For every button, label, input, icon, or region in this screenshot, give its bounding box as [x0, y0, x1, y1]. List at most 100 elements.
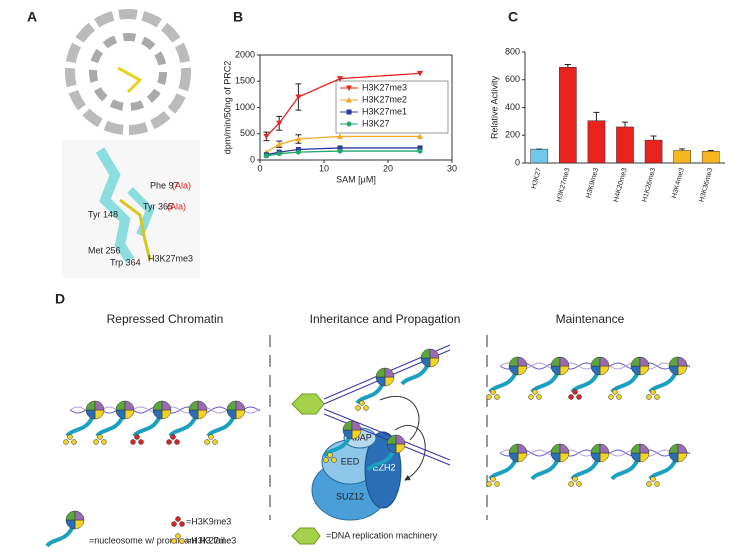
histone-mark — [568, 394, 574, 400]
marker — [295, 136, 302, 142]
nucleosome — [85, 409, 96, 420]
nucleosome — [590, 443, 601, 454]
nucleosome — [517, 365, 528, 376]
histone-mark — [63, 439, 69, 445]
y-tick-label: 200 — [505, 130, 520, 140]
residue-label: Tyr 365 — [143, 201, 173, 211]
bar — [673, 150, 691, 164]
x-tick-label: 30 — [447, 163, 457, 173]
density-map — [62, 140, 200, 278]
subunit-label: EZH2 — [372, 462, 395, 472]
nucleosome-tail — [95, 416, 124, 438]
nucleosome — [677, 452, 688, 463]
nucleosome — [74, 510, 85, 521]
nucleosome — [559, 365, 570, 376]
legend-text: =nucleosome w/ prominant H3 tail — [89, 535, 225, 545]
histone-mark — [536, 394, 542, 400]
marker — [337, 76, 343, 82]
nucleosome — [65, 519, 76, 530]
bar — [587, 120, 606, 164]
nucleosome — [85, 400, 96, 411]
y-tick-label: 500 — [240, 128, 255, 138]
histone-mark — [138, 439, 144, 445]
nucleosome — [197, 409, 208, 420]
nucleosome — [639, 365, 650, 376]
nucleosome — [550, 365, 561, 376]
replication-machinery — [291, 393, 325, 415]
histone-mark — [654, 394, 660, 400]
x-tick-label: H3K9me3 — [585, 167, 600, 199]
x-tick-label: H3K27 — [531, 167, 543, 190]
nucleosome-tail — [322, 436, 351, 458]
nucleosome — [395, 443, 406, 454]
histone-mark — [646, 394, 652, 400]
y-tick-label: 0 — [250, 154, 255, 164]
nucleosome-tail — [610, 459, 639, 481]
nucleosome — [188, 409, 199, 420]
histone-mark — [175, 533, 181, 539]
histone-mark — [130, 439, 136, 445]
nucleosome — [550, 452, 561, 463]
nucleosome — [226, 409, 237, 420]
y-tick-label: 400 — [505, 102, 520, 112]
histone-mark — [608, 394, 614, 400]
error-bar — [650, 135, 657, 141]
nucleosome-tail — [648, 372, 677, 394]
legend-label: H3K27 — [362, 118, 390, 128]
marker — [417, 148, 423, 154]
nucleosome — [124, 409, 135, 420]
x-tick-label: H4K20me3 — [613, 167, 629, 203]
histone-mark — [576, 394, 582, 400]
histone-mark — [67, 434, 73, 440]
marker — [276, 141, 283, 147]
nucleosome — [508, 356, 519, 367]
nucleosome — [429, 348, 440, 359]
error-bar — [707, 150, 714, 152]
nucleosome — [559, 452, 570, 463]
legend-text: =H3K27me3 — [186, 535, 236, 545]
histone-mark — [359, 400, 365, 406]
histone-mark — [528, 394, 534, 400]
nucleosome-tail — [45, 526, 74, 548]
y-tick-label: 600 — [505, 74, 520, 84]
residue-label: Trp 364 — [110, 257, 141, 267]
nucleosome — [668, 365, 679, 376]
histone-mark — [212, 439, 218, 445]
bar — [530, 148, 549, 164]
residue-label: (Ala) — [172, 180, 191, 190]
nucleosome — [677, 356, 688, 367]
marker — [295, 94, 302, 100]
nucleosome — [599, 365, 610, 376]
marker — [337, 133, 343, 139]
nucleosome-tail — [355, 383, 384, 405]
nucleosome — [65, 510, 76, 521]
marker — [346, 109, 352, 115]
marker — [263, 133, 270, 140]
histone-mark — [490, 389, 496, 395]
marker — [337, 145, 343, 151]
nucleosome-tail — [400, 364, 429, 386]
nucleosome — [668, 452, 679, 463]
nucleosome — [630, 443, 641, 454]
bar — [644, 139, 663, 164]
legend-label: H3K27me3 — [362, 82, 407, 92]
nucleosome — [630, 452, 641, 463]
histone-mark — [327, 452, 333, 458]
legend-text: =H3K9me3 — [186, 516, 231, 526]
nucleosome — [550, 356, 561, 367]
histone-mark — [568, 481, 574, 487]
bar — [701, 150, 720, 164]
y-tick-label: 1500 — [235, 76, 255, 86]
histone-mark — [612, 389, 618, 395]
histone-mark — [532, 389, 538, 395]
nucleosome — [351, 420, 362, 431]
nucleosome — [550, 443, 561, 454]
x-tick-label: 10 — [319, 163, 329, 173]
nucleosome-tail — [132, 416, 161, 438]
error-bar — [679, 148, 686, 151]
nucleosome-tail — [610, 372, 639, 394]
nucleosome — [420, 357, 431, 368]
nucleosome-tail — [488, 459, 517, 481]
marker — [417, 133, 423, 139]
